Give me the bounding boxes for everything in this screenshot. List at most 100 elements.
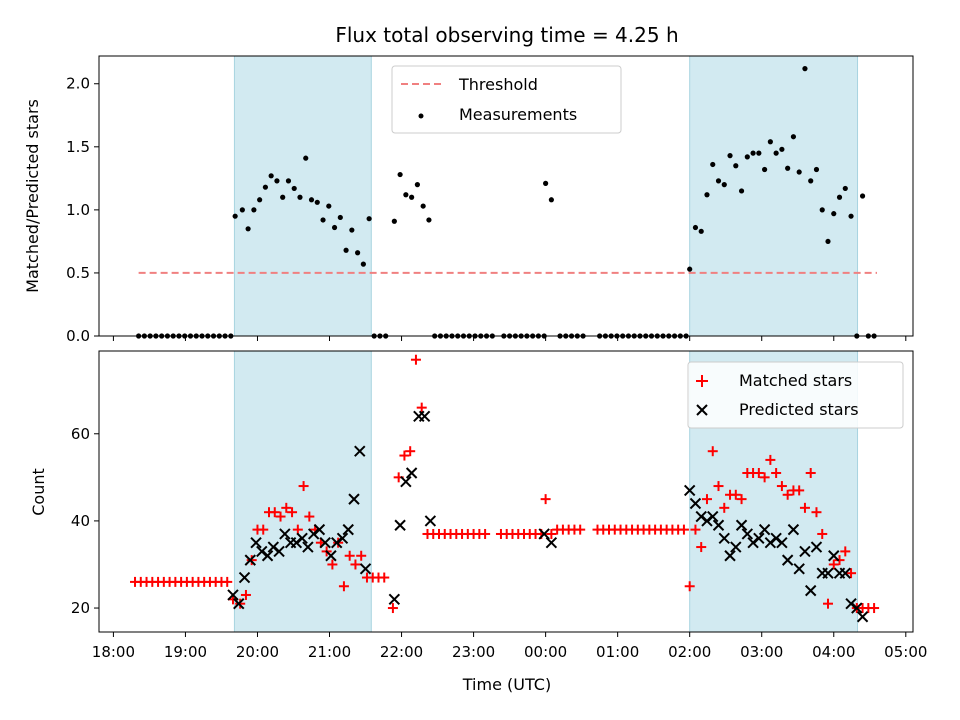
matched-star-point: [822, 598, 833, 609]
predicted-star-point: [776, 536, 788, 549]
measurement-point: [762, 166, 768, 173]
legend-predicted-label: Predicted stars: [739, 400, 859, 419]
x-tick-label: 20:00: [236, 643, 279, 661]
predicted-star-point: [799, 545, 811, 558]
measurement-point: [426, 217, 432, 223]
predicted-star-point: [707, 510, 719, 523]
matched-star-point: [869, 603, 880, 614]
predicted-star-point: [689, 497, 702, 510]
predicted-star-point: [250, 536, 262, 549]
matched-star-point: [546, 528, 557, 539]
top-y-ticks: 0.0 0.5 1.0 1.5 2.0: [66, 75, 99, 345]
matched-star-point: [840, 546, 851, 557]
legend-threshold-label: Threshold: [458, 75, 538, 94]
predicted-star-point: [741, 528, 754, 540]
predicted-star-point: [810, 541, 823, 553]
measurement-point: [257, 197, 263, 203]
measurement-point: [403, 192, 409, 198]
matched-star-point: [678, 524, 689, 535]
predicted-star-point: [418, 410, 431, 423]
matched-star-point: [379, 572, 390, 583]
top-legend-box: [391, 65, 622, 134]
x-tick-label: 22:00: [380, 643, 423, 661]
measurement-point: [360, 261, 366, 267]
matched-star-point: [805, 467, 816, 478]
matched-star-point: [287, 507, 298, 518]
measurement-point: [859, 193, 866, 199]
bottom-shaded-interval-0: [233, 350, 372, 633]
matched-star-point: [730, 489, 741, 500]
matched-star-point: [771, 467, 782, 478]
matched-star-point: [719, 502, 730, 513]
measurement-point: [848, 213, 854, 219]
matched-star-point: [246, 555, 257, 566]
bottom-y-tick-label: 40: [71, 512, 90, 530]
measurement-point: [687, 266, 693, 272]
matched-star-point: [222, 576, 233, 587]
measurement-point: [326, 203, 332, 209]
matched-star-point: [338, 581, 349, 592]
measurement-point: [314, 199, 320, 205]
matched-star-point: [258, 524, 269, 535]
matched-star-point: [759, 472, 770, 483]
top-panel: 0.00.51.01.52.0 Matched/Predicted stars …: [23, 55, 914, 345]
bottom-axes-frame: [98, 350, 914, 633]
measurement-point: [251, 207, 257, 213]
predicted-star-point: [388, 593, 401, 606]
predicted-star-point: [279, 528, 291, 540]
measurement-point: [297, 194, 303, 200]
predicted-star-point: [405, 467, 418, 479]
x-tick-label: 05:00: [884, 643, 927, 661]
measurement-point: [698, 228, 704, 234]
measurement-point: [245, 226, 251, 232]
predicted-star-point: [730, 541, 742, 553]
predicted-star-point: [856, 611, 869, 623]
measurement-point: [767, 139, 773, 145]
bottom-y-tick-label: 60: [71, 425, 90, 443]
legend-predicted-swatch: [696, 404, 708, 416]
matched-star-point: [799, 502, 810, 513]
measurement-point: [343, 247, 349, 253]
measurement-point: [825, 238, 831, 245]
predicted-star-point: [394, 519, 406, 531]
matched-star-point: [269, 507, 280, 518]
legend-matched-swatch: [696, 375, 708, 387]
measurement-point: [796, 169, 802, 175]
measurement-point: [303, 155, 309, 161]
measurement-point: [704, 192, 710, 198]
top-y-tick-label: 0.0: [66, 327, 90, 345]
measurement-point: [548, 197, 554, 203]
predicted-star-point: [296, 532, 308, 545]
measurement-point: [262, 184, 269, 190]
matched-star-point: [776, 481, 787, 492]
predicted-star-point: [683, 484, 696, 497]
matched-star-point: [480, 528, 491, 539]
top-y-tick-label: 0.5: [66, 264, 90, 282]
measurement-point: [785, 165, 791, 171]
measurement-point: [831, 211, 837, 217]
matched-star-point: [846, 568, 857, 579]
matched-star-point: [575, 524, 586, 535]
predicted-star-point: [828, 550, 840, 562]
measurement-point: [715, 178, 722, 184]
legend-measurements-swatch: [418, 113, 424, 119]
matched-star-point: [416, 402, 427, 413]
matched-star-point: [713, 481, 724, 492]
matched-star-point: [327, 559, 338, 570]
matched-star-point: [701, 494, 712, 505]
matched-star-point: [811, 507, 822, 518]
measurement-point: [779, 146, 785, 152]
measurement-point: [692, 224, 699, 231]
x-tick-label: 02:00: [668, 643, 711, 661]
bottom-panel: 20 40 60 18:00 19:00 20:00 21:00 22:00 23:00 00:…: [29, 350, 927, 694]
matched-star-point: [753, 467, 764, 478]
predicted-star-point: [348, 493, 360, 505]
measurement-point: [727, 153, 733, 159]
matched-star-point: [696, 542, 707, 553]
top-legend: Threshold Measurements: [391, 65, 622, 134]
predicted-star-point: [325, 550, 337, 562]
predicted-star-point: [227, 589, 239, 601]
predicted-star-point: [724, 550, 736, 562]
bottom-legend-box: [687, 361, 904, 429]
predicted-star-point: [273, 545, 285, 558]
